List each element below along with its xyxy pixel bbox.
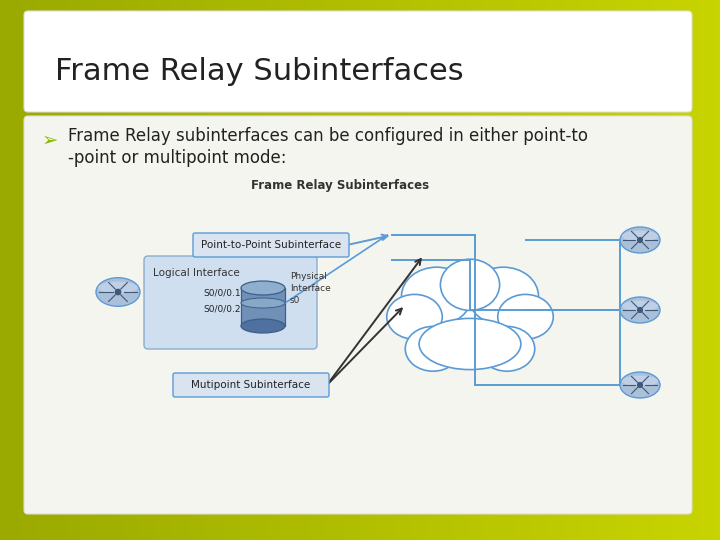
Circle shape xyxy=(115,289,121,295)
Ellipse shape xyxy=(410,276,530,364)
Text: Mutipoint Subinterface: Mutipoint Subinterface xyxy=(192,380,310,390)
Ellipse shape xyxy=(419,319,521,369)
Text: Frame Relay Subinterfaces: Frame Relay Subinterfaces xyxy=(55,57,464,86)
Ellipse shape xyxy=(405,326,461,371)
Circle shape xyxy=(638,308,642,313)
Ellipse shape xyxy=(498,294,553,339)
Ellipse shape xyxy=(98,281,138,294)
Text: Frame Relay Subinterfaces: Frame Relay Subinterfaces xyxy=(251,179,429,192)
Ellipse shape xyxy=(468,267,539,325)
Text: S0/0/0.1: S0/0/0.1 xyxy=(203,288,240,298)
Ellipse shape xyxy=(241,319,285,333)
Text: -point or multipoint mode:: -point or multipoint mode: xyxy=(68,149,287,167)
Ellipse shape xyxy=(441,259,500,310)
Bar xyxy=(241,288,285,326)
Ellipse shape xyxy=(622,375,658,387)
FancyBboxPatch shape xyxy=(24,116,692,514)
Text: ➢: ➢ xyxy=(42,131,58,150)
Ellipse shape xyxy=(480,326,535,371)
Ellipse shape xyxy=(620,372,660,398)
Text: Frame Relay subinterfaces can be configured in either point-to: Frame Relay subinterfaces can be configu… xyxy=(68,127,588,145)
Ellipse shape xyxy=(620,227,660,253)
Circle shape xyxy=(638,238,642,242)
Text: Logical Interface: Logical Interface xyxy=(153,268,240,278)
FancyBboxPatch shape xyxy=(173,373,329,397)
Ellipse shape xyxy=(387,294,442,339)
Text: Point-to-Point Subinterface: Point-to-Point Subinterface xyxy=(201,240,341,250)
Text: Physical
Interface
s0: Physical Interface s0 xyxy=(290,272,330,305)
FancyBboxPatch shape xyxy=(144,256,317,349)
Ellipse shape xyxy=(241,281,285,295)
FancyBboxPatch shape xyxy=(193,233,349,257)
Ellipse shape xyxy=(402,267,472,325)
Circle shape xyxy=(638,383,642,387)
FancyBboxPatch shape xyxy=(24,11,692,112)
Ellipse shape xyxy=(96,278,140,306)
Ellipse shape xyxy=(241,298,285,308)
Ellipse shape xyxy=(620,297,660,323)
Ellipse shape xyxy=(622,300,658,312)
Ellipse shape xyxy=(622,231,658,241)
Text: S0/0/0.2: S0/0/0.2 xyxy=(203,305,240,314)
